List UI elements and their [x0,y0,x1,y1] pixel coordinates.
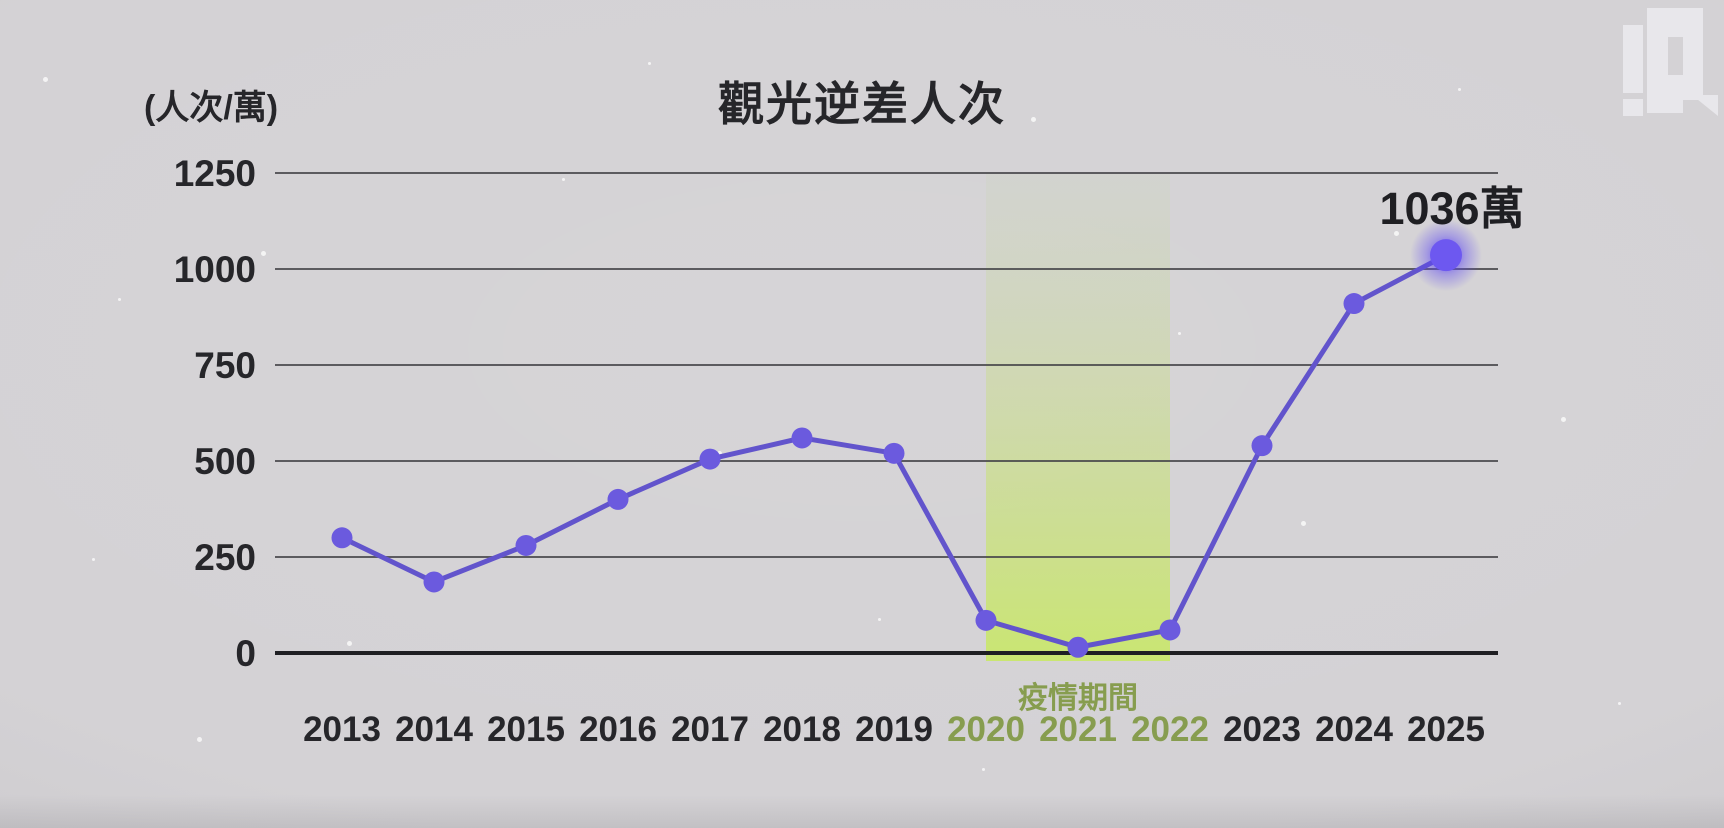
y-tick-label-1000: 1000 [174,249,256,290]
y-tick-label-0: 0 [235,633,256,674]
x-axis-label-2023: 2023 [1223,710,1301,749]
data-point-2020 [975,609,997,631]
x-axis-label-2013: 2013 [303,710,381,749]
data-point-2017 [699,448,721,470]
y-tick-label-250: 250 [194,537,256,578]
y-tick-label-500: 500 [194,441,256,482]
data-point-2024 [1343,293,1365,315]
data-point-2019 [883,442,905,464]
peak-value-annotation: 1036萬 [1379,183,1525,234]
chart-title: 觀光逆差人次 [718,78,1006,130]
x-axis-label-2017: 2017 [671,710,749,749]
data-point-2025 [1430,239,1462,272]
data-point-2023 [1251,435,1273,457]
y-axis-unit-label: (人次/萬) [144,89,279,127]
pandemic-highlight-band [986,173,1170,661]
data-point-2014 [423,571,445,593]
x-axis-label-2024: 2024 [1315,710,1393,749]
x-axis-label-2019: 2019 [855,710,933,749]
y-tick-label-1250: 1250 [174,153,256,194]
x-axis-label-2016: 2016 [579,710,657,749]
x-axis-label-2014: 2014 [395,710,473,749]
data-point-2016 [607,488,629,510]
data-point-2013 [331,527,353,549]
logo-tail [1692,95,1718,116]
y-tick-label-750: 750 [194,345,256,386]
x-axis-label-2025: 2025 [1407,710,1485,749]
pandemic-band-label: 疫情期間 [1018,682,1138,715]
p-news-watermark-logo [1623,8,1718,116]
data-point-2015 [515,534,537,556]
data-point-2018 [791,427,813,449]
logo-dot [1623,99,1643,116]
data-point-2022 [1159,619,1181,641]
x-axis-label-2022: 2022 [1131,710,1209,749]
x-axis-label-2021: 2021 [1039,710,1117,749]
logo-p-glyph [1647,8,1703,113]
x-axis-label-2018: 2018 [763,710,841,749]
data-point-2021 [1067,636,1089,658]
logo-bar [1623,25,1643,93]
x-axis-label-2020: 2020 [947,710,1025,749]
x-axis-label-2015: 2015 [487,710,565,749]
